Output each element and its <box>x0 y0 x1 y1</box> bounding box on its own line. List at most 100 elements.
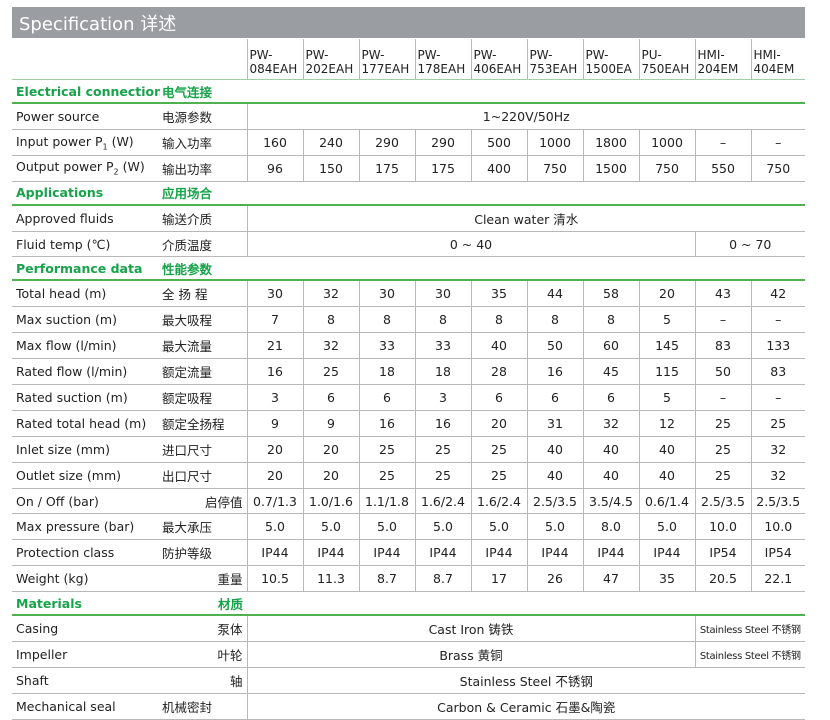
row-total-head: Total head (m) 全 扬 程 30 32 30 30 35 44 58 20 … <box>12 280 805 308</box>
value-cell: 1.6/2.4 <box>414 488 471 515</box>
row-weight: Weight (kg) 重量 10.5 11.3 8.7 8.7 17 26 47 35 … <box>12 565 805 593</box>
value-cell: 3.5/4.5 <box>582 488 639 515</box>
value-cell: 20 <box>638 280 695 308</box>
value-cell: 0 ~ 70 <box>694 231 805 258</box>
value-cell: 5.0 <box>638 513 695 541</box>
row-label-zh: 电气连接 <box>160 79 247 104</box>
row-label-zh: 额定流量 <box>160 358 247 386</box>
value-cell: 22.1 <box>750 565 805 593</box>
value-cell: Stainless Steel 不锈钢 <box>246 667 805 694</box>
blank-cell <box>247 591 805 617</box>
spec-title: Specification 详述 <box>19 13 177 35</box>
row-label-en: On / Off (bar) <box>12 488 160 515</box>
value-cell: 1.0/1.6 <box>302 488 359 515</box>
value-cell: IP44 <box>302 539 359 567</box>
value-cell: 16 <box>414 410 471 437</box>
value-cell: Cast Iron 铸铁 <box>246 615 695 643</box>
value-cell: 6 <box>582 384 639 411</box>
row-label-zh: 性能参数 <box>160 256 247 282</box>
model-col: HMI- 204EM <box>694 39 751 80</box>
value-cell: 6 <box>358 384 415 411</box>
row-label-en: Rated total head (m) <box>12 410 160 437</box>
value-cell: 3 <box>246 384 303 411</box>
value-cell: 50 <box>526 332 583 360</box>
row-label-en: Inlet size (mm) <box>12 436 160 463</box>
value-cell: 10.0 <box>694 513 751 541</box>
section-electrical: Electrical connection 电气连接 <box>12 79 805 104</box>
row-on-off: On / Off (bar) 启停值 0.7/1.3 1.0/1.6 1.1/1.8… <box>12 488 805 515</box>
value-cell: 26 <box>526 565 583 593</box>
value-cell: 28 <box>470 358 527 386</box>
value-cell: 290 <box>358 129 415 156</box>
value-cell: 1.1/1.8 <box>358 488 415 515</box>
value-cell: 40 <box>470 332 527 360</box>
value-cell: 8.7 <box>414 565 471 593</box>
value-cell: 32 <box>750 436 805 463</box>
row-label-zh: 输送介质 <box>160 204 247 232</box>
row-mechanical-seal: Mechanical seal 机械密封 Carbon & Ceramic 石墨&… <box>12 693 805 720</box>
row-label-en: Output power P2 (W) <box>12 155 160 182</box>
value-cell: – <box>694 384 751 411</box>
value-cell: 60 <box>582 332 639 360</box>
row-label-zh: 额定吸程 <box>160 384 247 411</box>
row-label-zh: 叶轮 <box>160 641 247 668</box>
row-label-zh: 出口尺寸 <box>160 462 247 489</box>
value-cell: 1500 <box>582 155 639 182</box>
value-cell: 40 <box>526 436 583 463</box>
blank-cell <box>160 39 247 80</box>
row-label-zh: 全 扬 程 <box>160 280 247 308</box>
row-label-zh: 电源参数 <box>160 103 247 130</box>
value-cell: 25 <box>750 410 805 437</box>
row-label-en: Rated flow (l/min) <box>12 358 160 386</box>
row-casing: Casing 泵体 Cast Iron 铸铁 Stainless Steel 不锈… <box>12 615 805 643</box>
value-cell: 6 <box>526 384 583 411</box>
value-cell: 8 <box>582 306 639 334</box>
value-cell: 47 <box>582 565 639 593</box>
value-cell: 18 <box>414 358 471 386</box>
row-label-en: Performance data <box>12 256 160 282</box>
value-cell: 25 <box>470 436 527 463</box>
value-cell: IP44 <box>246 539 303 567</box>
value-cell: 240 <box>302 129 359 156</box>
value-cell: 8 <box>414 306 471 334</box>
row-label-en: Impeller <box>12 641 160 668</box>
value-cell: IP44 <box>414 539 471 567</box>
value-cell: – <box>694 129 751 156</box>
model-col: PW- 178EAH <box>414 39 471 80</box>
value-cell: 8.7 <box>358 565 415 593</box>
value-cell: – <box>694 306 751 334</box>
value-cell: – <box>750 384 805 411</box>
row-label-en: Total head (m) <box>12 280 160 308</box>
value-cell: 550 <box>694 155 751 182</box>
value-cell: 42 <box>750 280 805 308</box>
row-label-zh: 泵体 <box>160 615 247 643</box>
value-cell: IP44 <box>526 539 583 567</box>
value-cell: 5 <box>638 384 695 411</box>
value-cell: 150 <box>302 155 359 182</box>
model-col: PW- 1500EA <box>582 39 639 80</box>
row-label-zh: 最大流量 <box>160 332 247 360</box>
blank-cell <box>12 39 160 80</box>
value-cell: 40 <box>638 436 695 463</box>
value-cell: 5.0 <box>246 513 303 541</box>
value-cell: 17 <box>470 565 527 593</box>
value-cell: 1000 <box>526 129 583 156</box>
section-materials: Materials 材质 <box>12 591 805 617</box>
value-cell: 9 <box>302 410 359 437</box>
row-label-en: Rated suction (m) <box>12 384 160 411</box>
value-cell: 2.5/3.5 <box>526 488 583 515</box>
model-col: PW- 753EAH <box>526 39 583 80</box>
value-cell: 12 <box>638 410 695 437</box>
value-cell: 25 <box>470 462 527 489</box>
row-label-zh: 输出功率 <box>160 155 247 182</box>
value-cell: 160 <box>246 129 303 156</box>
value-cell: 30 <box>414 280 471 308</box>
value-cell: 40 <box>526 462 583 489</box>
value-cell: IP44 <box>582 539 639 567</box>
value-cell: 750 <box>526 155 583 182</box>
row-outlet-size: Outlet size (mm) 出口尺寸 20 20 25 25 25 40 40 40… <box>12 462 805 489</box>
value-cell: 145 <box>638 332 695 360</box>
row-label-zh: 最大承压 <box>160 513 247 541</box>
